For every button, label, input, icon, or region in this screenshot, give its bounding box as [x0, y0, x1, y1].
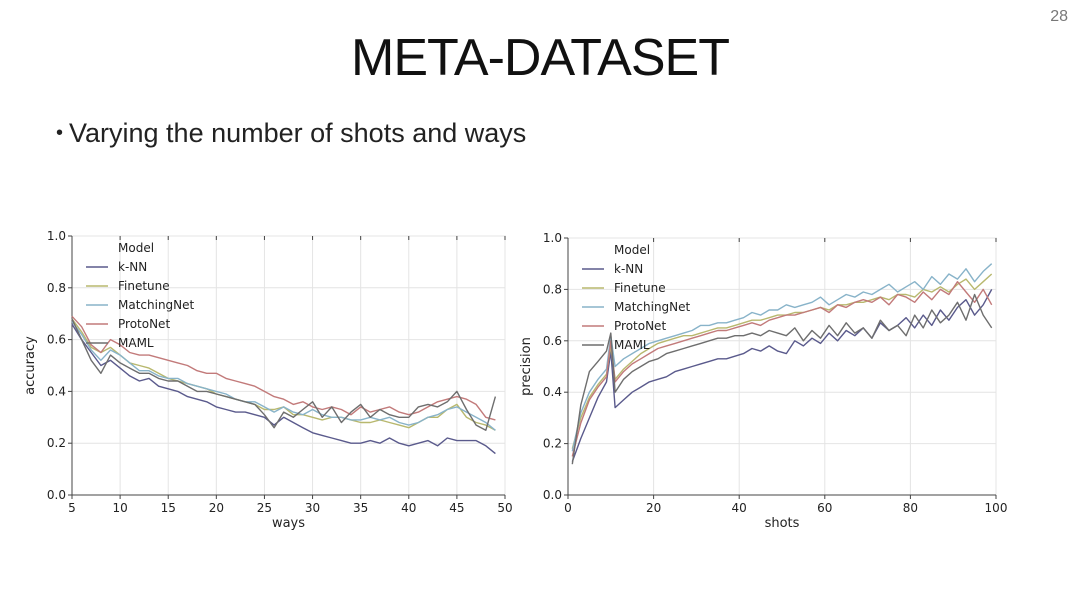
legend-title: Model [118, 241, 154, 255]
x-tick-label: 80 [903, 501, 918, 515]
legend-label: ProtoNet [614, 319, 666, 333]
x-tick-label: 60 [817, 501, 832, 515]
shots-precision-chart: 0.0 0.2 0.4 0.6 0.8 1.0 0 20 40 60 80 100 shots preci… [519, 231, 1008, 531]
legend-label: MatchingNet [118, 298, 195, 312]
y-tick-label: 0.8 [47, 281, 66, 295]
legend-label: MAML [118, 336, 154, 350]
y-tick-label: 1.0 [47, 229, 66, 243]
x-tick-label: 10 [112, 501, 127, 515]
x-tick-label: 25 [257, 501, 272, 515]
legend-label: ProtoNet [118, 317, 170, 331]
series-line-maml [71, 318, 497, 432]
series-line-maml [571, 293, 993, 465]
series-line-k-nn [571, 289, 993, 462]
y-tick-label: 0.2 [543, 437, 562, 451]
y-axis-label: precision [519, 337, 534, 396]
series-line-k-nn [71, 323, 496, 455]
y-tick-label: 0.0 [543, 488, 562, 502]
series-line-matchingnet [71, 321, 496, 431]
x-tick-label: 20 [209, 501, 224, 515]
series-line-matchingnet [571, 263, 993, 452]
x-tick-label: 0 [564, 501, 572, 515]
legend-label: Finetune [614, 281, 666, 295]
x-tick-label: 15 [161, 501, 176, 515]
x-tick-label: 50 [497, 501, 512, 515]
series-line-finetune [571, 273, 993, 449]
y-tick-label: 0.0 [47, 488, 66, 502]
y-tick-label: 0.6 [47, 333, 66, 347]
y-tick-label: 0.4 [543, 385, 562, 399]
series-line-protonet [71, 315, 496, 421]
x-tick-label: 45 [449, 501, 464, 515]
y-axis-label: accuracy [23, 336, 38, 395]
slide-number: 28 [1050, 8, 1068, 25]
legend-label: MAML [614, 338, 650, 352]
bullet-text: Varying the number of shots and ways [69, 118, 527, 148]
x-axis-label: ways [272, 516, 305, 531]
x-tick-label: 5 [68, 501, 76, 515]
x-axis-label: shots [765, 516, 800, 531]
plot-area [71, 235, 506, 496]
legend-title: Model [614, 243, 650, 257]
ways-accuracy-chart: 0.0 0.2 0.4 0.6 0.8 1.0 5 10 15 20 25 30 35 40 45 50 way… [23, 229, 513, 531]
x-tick-label: 35 [353, 501, 368, 515]
y-tick-label: 0.2 [47, 436, 66, 450]
x-tick-label: 30 [305, 501, 320, 515]
legend-label: Finetune [118, 279, 170, 293]
y-tick-label: 0.4 [47, 384, 66, 398]
x-tick-label: 40 [401, 501, 416, 515]
x-tick-label: 40 [732, 501, 747, 515]
bullet-dot-icon: • [56, 122, 64, 144]
bullet-item: • Varying the number of shots and ways [56, 118, 526, 149]
x-tick-label: 20 [646, 501, 661, 515]
y-tick-label: 1.0 [543, 231, 562, 245]
slide-title: META-DATASET [351, 29, 730, 87]
series-line-protonet [571, 281, 993, 457]
y-tick-label: 0.8 [543, 282, 562, 296]
x-tick-label: 100 [985, 501, 1008, 515]
legend-label: k-NN [614, 262, 643, 276]
y-tick-label: 0.6 [543, 334, 562, 348]
legend-label: k-NN [118, 260, 147, 274]
plot-area [567, 237, 997, 496]
legend-label: MatchingNet [614, 300, 691, 314]
